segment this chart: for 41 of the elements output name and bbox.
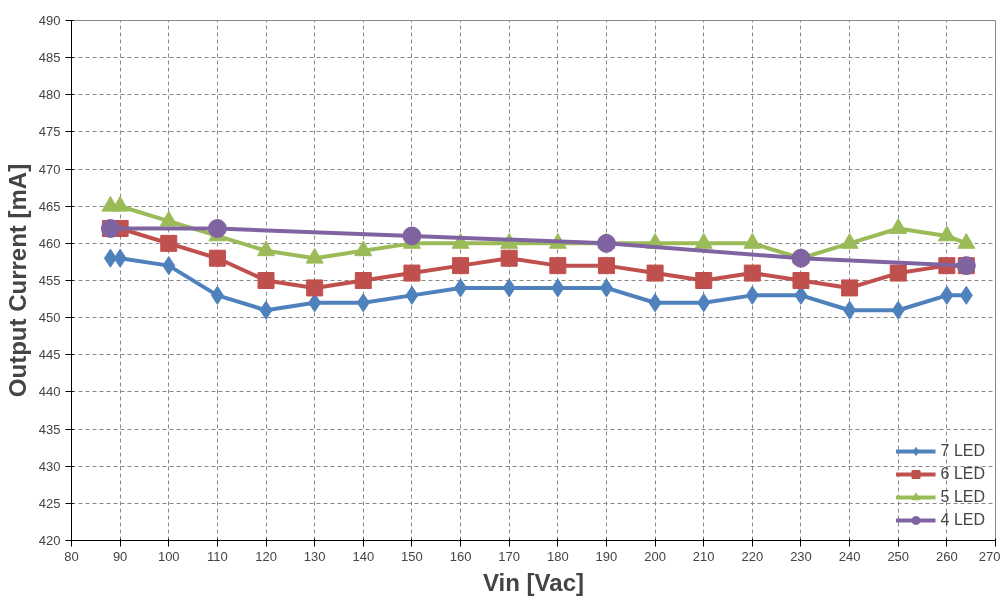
x-tick-label: 140 bbox=[352, 548, 375, 564]
y-tick-label: 490 bbox=[38, 13, 61, 28]
legend-label: 7 LED bbox=[940, 442, 985, 460]
y-tick-label: 425 bbox=[38, 495, 61, 511]
y-tick-label: 450 bbox=[38, 310, 61, 326]
y-tick-label: 440 bbox=[38, 384, 61, 400]
y-tick-label: 455 bbox=[38, 273, 61, 288]
y-tick-label: 470 bbox=[38, 161, 61, 177]
y-tick-label: 435 bbox=[38, 421, 61, 437]
x-tick-label: 250 bbox=[887, 548, 910, 564]
x-tick-label: 80 bbox=[64, 548, 79, 564]
y-tick-label: 485 bbox=[38, 50, 61, 66]
x-tick-label: 200 bbox=[644, 548, 666, 564]
x-tick-label: 210 bbox=[692, 548, 715, 564]
x-tick-label: 130 bbox=[303, 548, 326, 564]
x-tick-label: 180 bbox=[546, 548, 569, 564]
x-tick-label: 230 bbox=[790, 548, 812, 564]
x-tick-label: 150 bbox=[401, 548, 423, 564]
x-tick-label: 190 bbox=[595, 548, 618, 564]
x-tick-label: 110 bbox=[207, 548, 228, 564]
y-tick-label: 445 bbox=[38, 347, 61, 363]
x-tick-label: 220 bbox=[741, 548, 764, 564]
x-tick-label: 100 bbox=[157, 548, 180, 564]
x-tick-label: 90 bbox=[112, 548, 128, 564]
y-tick-label: 430 bbox=[38, 458, 61, 474]
x-tick-label: 120 bbox=[255, 548, 277, 564]
x-tick-label: 270 bbox=[978, 548, 1001, 564]
x-axis-title: Vin [Vac] bbox=[483, 568, 584, 596]
x-tick-label: 240 bbox=[838, 548, 861, 564]
y-tick-label: 480 bbox=[38, 87, 61, 103]
y-tick-label: 475 bbox=[38, 124, 61, 140]
y-tick-label: 460 bbox=[38, 235, 61, 251]
x-tick-label: 160 bbox=[449, 548, 472, 564]
x-tick-label: 170 bbox=[498, 548, 521, 564]
x-tick-label: 260 bbox=[936, 548, 958, 564]
legend-label: 6 LED bbox=[940, 465, 985, 483]
y-tick-label: 465 bbox=[38, 198, 61, 214]
y-axis-title: Output Current [mA] bbox=[3, 163, 31, 398]
legend-label: 5 LED bbox=[940, 488, 985, 506]
y-tick-label: 420 bbox=[38, 533, 61, 548]
legend-label: 4 LED bbox=[940, 511, 985, 529]
